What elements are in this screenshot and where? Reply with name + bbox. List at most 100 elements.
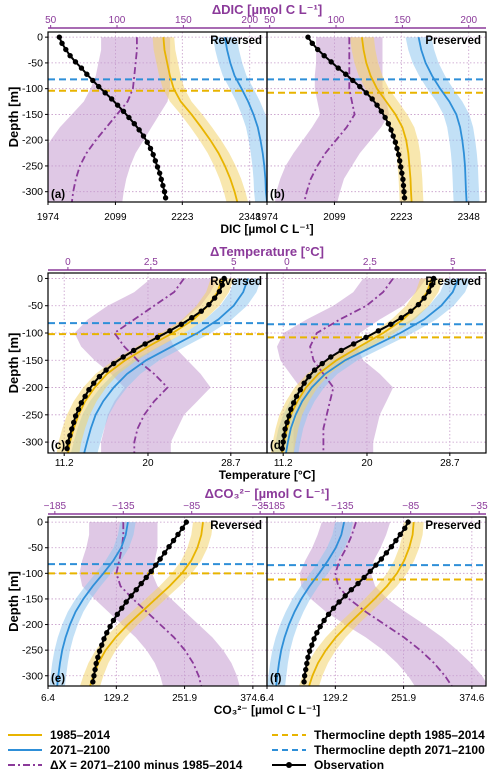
observation-point: [385, 120, 392, 127]
y-tick-label: -200: [22, 135, 43, 147]
observation-point: [179, 525, 186, 531]
observation-point: [402, 525, 408, 531]
observation-point: [338, 347, 344, 354]
observation-point: [426, 288, 432, 295]
y-axis-label: Depth [m]: [6, 87, 21, 148]
top-tick-label: 50: [264, 15, 276, 26]
observation-point: [216, 288, 223, 295]
top-tick-label: 2.5: [144, 257, 158, 268]
x-tick-label: 28.7: [221, 458, 241, 469]
future-line: [417, 37, 468, 202]
delta-line: [334, 521, 453, 686]
panel-name: Preserved: [425, 520, 481, 532]
observation-point: [405, 519, 411, 525]
observation-point: [206, 301, 212, 308]
top-tick-label: −135: [112, 501, 135, 512]
future-line: [83, 278, 249, 453]
y-tick-label: -300: [22, 670, 43, 682]
top-tick-label: 0: [284, 257, 290, 268]
legend-label: Thermocline depth 2071–2100: [314, 743, 485, 757]
observation-point: [103, 367, 109, 373]
plot-area: [267, 273, 486, 453]
observation-point: [67, 432, 73, 439]
x-tick-label: 28.7: [440, 458, 460, 469]
observation-point: [408, 308, 414, 314]
observation-point: [82, 393, 88, 399]
observation-point: [400, 182, 407, 189]
observation-point: [71, 419, 77, 426]
panel-name: Preserved: [425, 276, 481, 288]
top-tick-label: −185: [263, 501, 286, 512]
x-tick-label: 251.9: [172, 693, 197, 704]
legend-label: Thermocline depth 1985–2014: [314, 728, 485, 742]
observation-point: [290, 400, 297, 406]
observation-point: [429, 282, 435, 288]
observation-point: [102, 90, 108, 96]
x-tick-label: 251.9: [391, 693, 416, 704]
plot-area: [267, 517, 486, 686]
x-tick-label: 6.4: [41, 693, 55, 704]
observation-point: [397, 531, 404, 538]
top-tick-label: 100: [328, 15, 345, 26]
observation-point: [284, 419, 290, 426]
x-tick-label: 20: [142, 458, 154, 469]
hist-line: [308, 522, 415, 686]
legend-swatch-marker: [286, 762, 292, 768]
y-tick-label: -50: [28, 300, 43, 312]
observation-point: [178, 321, 185, 327]
delta-line: [309, 277, 394, 453]
top-tick-label: 2.5: [363, 257, 377, 268]
observation-point: [374, 102, 380, 108]
top-tick-label: 0: [65, 257, 71, 268]
x-tick-label: 129.2: [104, 693, 129, 704]
future-band: [267, 522, 353, 686]
observation-point: [123, 599, 129, 605]
observation-point: [221, 275, 227, 282]
panel-e: 6.4 129.2 251.9 374.6 −185 −135 −85 −35 Reversed…: [41, 501, 269, 704]
observation-point: [392, 139, 399, 145]
legend-label: 1985–2014: [50, 728, 110, 742]
observation-point: [63, 46, 69, 53]
legend-label: Observation: [314, 758, 384, 772]
top-axis-title: ΔDIC [µmol C L⁻¹]: [212, 2, 322, 17]
observation-point: [143, 574, 149, 581]
observation-point: [162, 195, 169, 201]
plot-area: [48, 517, 267, 686]
delta-line: [71, 37, 138, 202]
observation-point: [281, 432, 287, 439]
delta-line: [115, 522, 203, 686]
observation-point: [393, 537, 399, 544]
observation-point: [369, 96, 375, 102]
panel-c: 11.2 20 28.7 0 2.5 5 Reversed (c): [47, 257, 268, 469]
observation-point: [175, 531, 181, 538]
observation-point: [342, 593, 348, 599]
observation-point: [304, 660, 310, 667]
panel-frame: [266, 516, 487, 687]
panel-b: 1974 2099 2223 2348 50 100 150 200 Preserved (b): [256, 15, 487, 223]
top-tick-label: 150: [394, 15, 411, 26]
observation-point: [306, 373, 312, 380]
x-tick-label: 2099: [323, 212, 346, 223]
observation-point: [161, 550, 168, 556]
top-tick-label: −135: [331, 501, 354, 512]
observation-point: [120, 354, 126, 360]
observation-point: [78, 400, 85, 406]
panel-letter: (b): [270, 189, 285, 201]
panel-d: 11.2 20 28.7 0 2.5 5 Preserved (d): [266, 257, 487, 469]
observation-point: [305, 654, 311, 661]
observation-point: [167, 328, 173, 334]
observation-point: [399, 170, 405, 176]
legend-item-future: 2071–2100: [8, 743, 110, 757]
observation-point: [301, 679, 307, 685]
observation-point: [86, 387, 92, 393]
observation-point: [396, 158, 403, 164]
observation-point: [108, 96, 115, 102]
observation-point: [183, 519, 190, 525]
plot-area: [48, 32, 267, 202]
observation-point: [398, 315, 404, 321]
observation-point: [388, 321, 394, 327]
observation-point: [131, 120, 138, 127]
observation-point: [119, 605, 125, 611]
observation-point: [395, 151, 402, 158]
